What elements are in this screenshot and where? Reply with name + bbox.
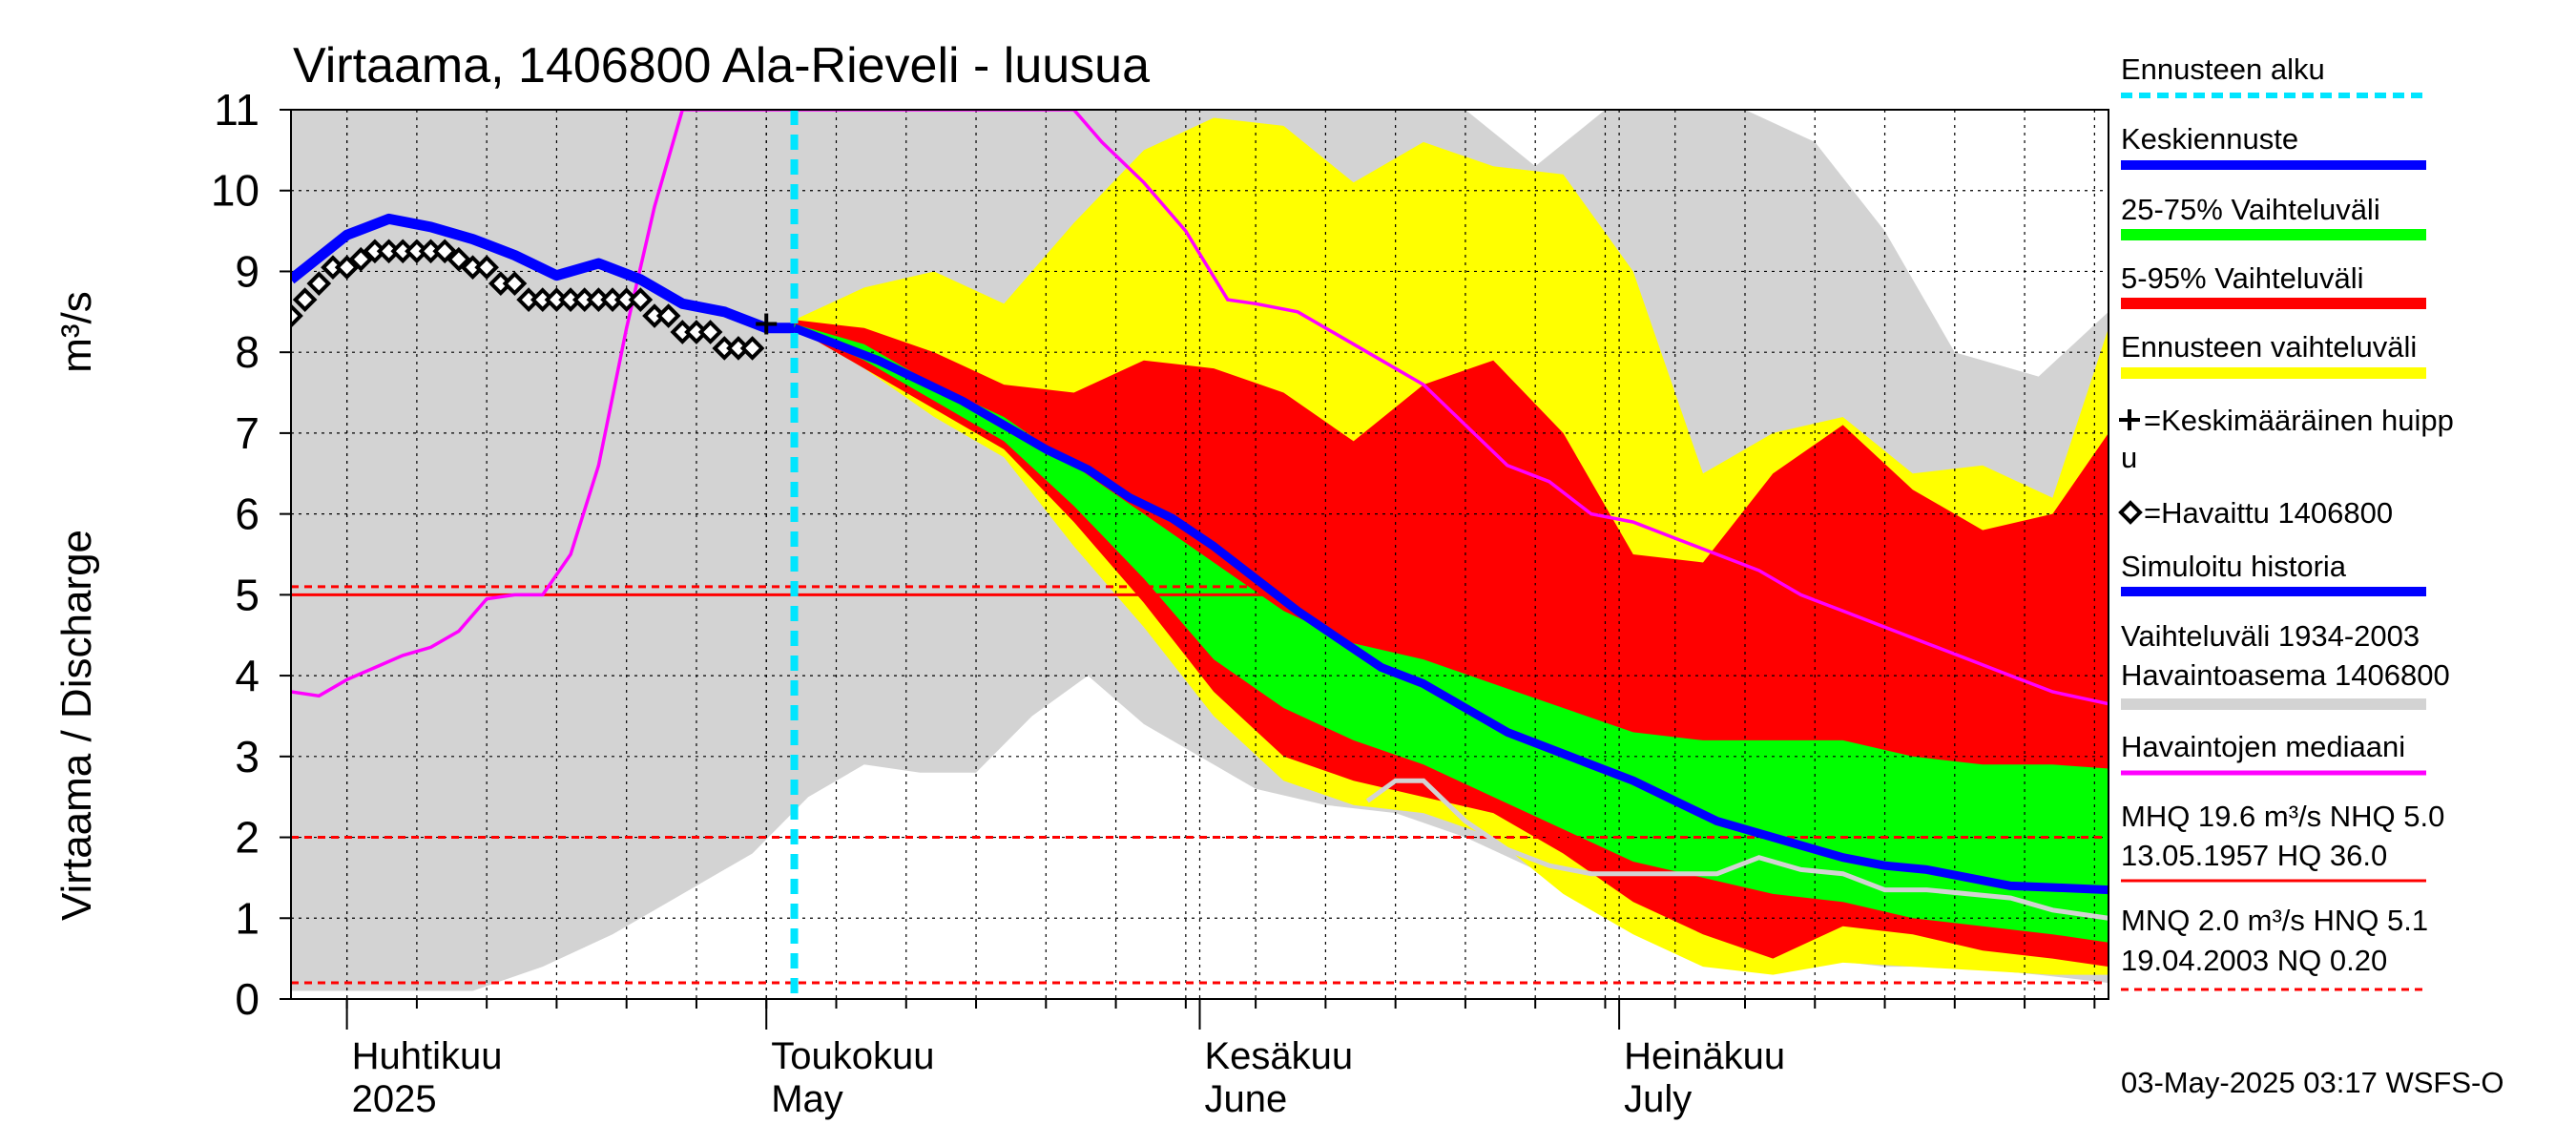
- x-month-label: Kesäkuu: [1205, 1035, 1354, 1077]
- legend-label-peak-cont: u: [2121, 441, 2137, 474]
- footer-timestamp: 03-May-2025 03:17 WSFS-O: [2121, 1066, 2503, 1099]
- y-tick-label: 2: [235, 813, 260, 863]
- observed-median-line: [291, 110, 2109, 706]
- legend-label-mnq-date: 19.04.2003 NQ 0.20: [2121, 944, 2387, 977]
- observed-point: [655, 303, 681, 328]
- legend-label-historic-range-station: Havaintoasema 1406800: [2121, 658, 2450, 692]
- legend-label-observed: =Havaittu 1406800: [2144, 496, 2393, 530]
- legend-observed-diamond: [2118, 500, 2143, 525]
- median-history-line: [1365, 778, 2109, 921]
- y-tick-label: 11: [214, 85, 260, 135]
- peak-marker: [756, 313, 778, 335]
- legend-label-mhq-date: 13.05.1957 HQ 36.0: [2121, 839, 2387, 872]
- x-month-sublabel: June: [1205, 1078, 1288, 1120]
- observed-point: [348, 246, 374, 272]
- legend-label-forecast-start: Ennusteen alku: [2121, 52, 2325, 86]
- observed-point: [447, 246, 471, 272]
- x-month-label: Heinäkuu: [1624, 1035, 1785, 1077]
- x-month-sublabel: May: [771, 1078, 843, 1120]
- simulated-history-line: [291, 213, 795, 334]
- observed-point: [292, 287, 318, 312]
- x-month-label: Toukokuu: [771, 1035, 934, 1077]
- y-tick-label: 7: [235, 408, 260, 458]
- x-month-sublabel: July: [1624, 1078, 1692, 1120]
- observed-point: [474, 255, 499, 281]
- legend-label-peak: =Keskimääräinen huipp: [2144, 404, 2454, 437]
- y-tick-label: 0: [235, 974, 260, 1024]
- y-axis-label: Virtaama / Discharge: [53, 530, 100, 921]
- y-tick-label: 8: [235, 327, 260, 377]
- observed-point: [628, 287, 654, 312]
- observed-point: [697, 320, 723, 344]
- y-tick-label: 6: [235, 489, 260, 539]
- mean-forecast-line: [792, 323, 2109, 895]
- legend: Ennusteen alku Keskiennuste 25-75% Vaihtel…: [2118, 52, 2454, 991]
- y-axis-unit: m³/s: [53, 291, 100, 373]
- x-month-label: Huhtikuu: [352, 1035, 503, 1077]
- y-tick-label: 3: [235, 732, 260, 781]
- observed-point: [334, 255, 360, 281]
- observed-point: [502, 271, 528, 296]
- legend-label-mnq: MNQ 2.0 m³/s HNQ 5.1: [2121, 904, 2428, 937]
- y-tick-label: 1: [235, 893, 260, 943]
- legend-label-mean-forecast: Keskiennuste: [2121, 122, 2298, 156]
- legend-label-historic-range: Vaihteluväli 1934-2003: [2121, 619, 2420, 653]
- legend-label-simulated-history: Simuloitu historia: [2121, 550, 2347, 583]
- legend-label-mhq: MHQ 19.6 m³/s NHQ 5.0: [2121, 800, 2444, 833]
- observed-point: [432, 239, 458, 264]
- y-tick-label: 9: [235, 246, 260, 296]
- legend-label-25-75: 25-75% Vaihteluväli: [2121, 193, 2380, 226]
- y-tick-label: 5: [235, 570, 260, 619]
- observed-point: [306, 271, 332, 296]
- legend-peak-marker-icon: [2119, 409, 2140, 430]
- y-tick-label: 4: [235, 651, 260, 700]
- plot-lines: [291, 110, 2109, 999]
- observed-point: [291, 303, 303, 328]
- grid: [291, 110, 2109, 999]
- band-25-75: [794, 323, 2109, 943]
- legend-label-forecast-range: Ennusteen vaihteluväli: [2121, 330, 2417, 364]
- legend-label-5-95: 5-95% Vaihteluväli: [2121, 261, 2363, 295]
- y-tick-label: 10: [211, 166, 260, 216]
- legend-label-observed-median: Havaintojen mediaani: [2121, 730, 2405, 763]
- x-month-sublabel: 2025: [352, 1078, 437, 1120]
- observed-point: [739, 336, 765, 361]
- chart-title: Virtaama, 1406800 Ala-Rieveli - luusua: [293, 38, 1150, 94]
- plot-area: [291, 110, 2109, 991]
